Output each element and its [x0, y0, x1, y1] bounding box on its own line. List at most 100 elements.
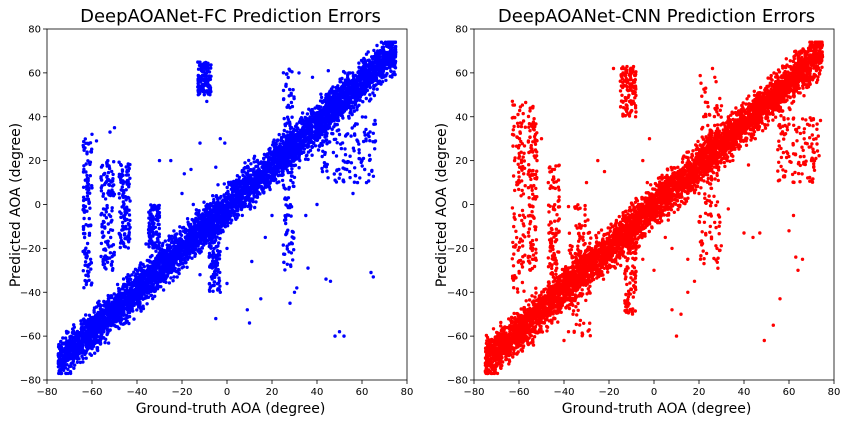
data-point [288, 136, 293, 140]
data-point [115, 282, 120, 287]
scatter-points [56, 40, 398, 376]
data-point [68, 371, 73, 376]
data-point [168, 236, 172, 240]
y-tick-label: 80 [28, 25, 41, 36]
data-point [243, 175, 247, 179]
data-point [222, 221, 226, 225]
data-point [196, 239, 200, 243]
data-point [361, 67, 365, 72]
data-point [171, 279, 175, 283]
x-tick-label: −40 [126, 387, 147, 398]
data-point [177, 267, 181, 271]
data-point [129, 297, 133, 301]
data-point [219, 208, 223, 212]
x-tick-label: 0 [224, 387, 230, 398]
data-point [220, 201, 225, 205]
data-point [307, 107, 311, 111]
data-point [72, 345, 76, 349]
data-point [393, 45, 397, 50]
data-point [168, 270, 172, 274]
data-point [126, 306, 130, 310]
data-point [310, 145, 315, 149]
data-point [354, 78, 358, 82]
data-point [303, 157, 308, 161]
data-point [320, 99, 325, 103]
data-point [185, 217, 190, 221]
data-point [159, 251, 164, 255]
data-point [269, 178, 274, 183]
data-point [316, 148, 321, 152]
data-point [349, 107, 353, 112]
data-point [117, 286, 121, 291]
data-point [305, 112, 310, 116]
data-point [319, 92, 323, 96]
data-point [340, 88, 344, 92]
data-point [89, 323, 93, 328]
data-point [201, 242, 205, 246]
data-point [57, 363, 61, 367]
data-point [240, 203, 244, 207]
data-point [180, 266, 184, 270]
data-point [289, 163, 293, 168]
data-point [334, 91, 338, 96]
data-point [299, 119, 303, 124]
x-tick-label: −20 [171, 387, 192, 398]
data-point [324, 101, 329, 105]
data-point [351, 83, 355, 88]
data-point [192, 243, 196, 247]
data-point [161, 288, 166, 292]
data-point [63, 359, 68, 364]
data-point [310, 153, 314, 157]
data-point [327, 108, 332, 113]
data-point [358, 95, 362, 99]
data-point [300, 111, 305, 115]
data-point [351, 71, 355, 75]
data-point [76, 333, 80, 337]
data-point [271, 140, 275, 144]
data-point [73, 331, 77, 335]
data-point [148, 285, 152, 290]
data-point [302, 122, 306, 126]
data-point [176, 240, 180, 244]
data-point [95, 346, 100, 350]
data-point [107, 321, 111, 326]
data-point [336, 84, 340, 88]
data-point [236, 188, 240, 192]
data-point [135, 308, 139, 312]
data-point [229, 221, 233, 225]
data-point [113, 324, 117, 328]
data-point [172, 241, 176, 245]
data-point [247, 158, 251, 163]
data-point [139, 309, 143, 313]
data-point [243, 165, 247, 170]
data-point [58, 368, 63, 373]
data-point [189, 234, 193, 239]
data-point [127, 280, 131, 284]
data-point [341, 84, 346, 89]
data-point [384, 73, 388, 78]
data-point [164, 252, 168, 256]
data-point [72, 353, 76, 357]
data-point [372, 48, 376, 53]
y-tick-label: 40 [28, 112, 41, 123]
data-point [160, 254, 164, 258]
data-point [280, 178, 285, 183]
data-point [151, 296, 155, 301]
data-point [84, 313, 88, 317]
data-point [92, 315, 96, 320]
data-point [376, 60, 381, 64]
data-point [316, 106, 320, 110]
data-point [390, 45, 394, 50]
data-point [355, 94, 359, 99]
data-point [125, 314, 129, 318]
data-point [268, 146, 272, 151]
data-point [348, 111, 352, 115]
data-point [141, 268, 146, 273]
data-point [253, 205, 257, 210]
data-point [381, 48, 386, 52]
data-point [335, 110, 340, 115]
data-point [261, 186, 266, 191]
data-point [76, 348, 80, 352]
data-point [393, 40, 397, 44]
data-point [272, 145, 277, 149]
